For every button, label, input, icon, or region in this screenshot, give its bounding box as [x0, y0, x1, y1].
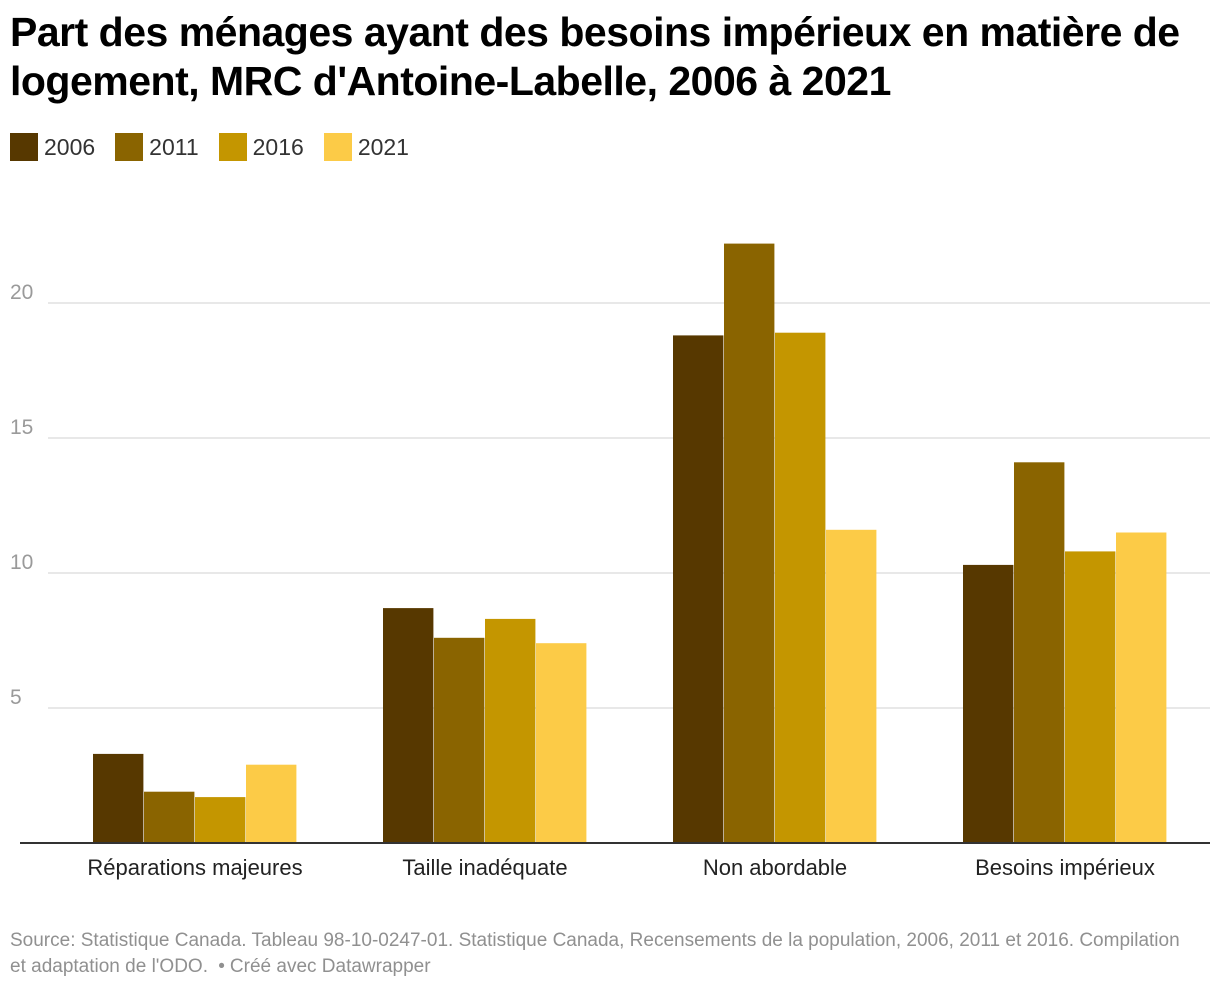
legend-label: 2021 [357, 134, 409, 160]
y-tick-label: 5 [10, 686, 22, 709]
bar [1014, 462, 1065, 843]
legend-label: 2006 [44, 134, 96, 160]
source-note: Source: Statistique Canada. Tableau 98-1… [10, 928, 1190, 980]
legend-label: 2016 [252, 134, 304, 160]
x-tick-label: Réparations majeures [87, 855, 302, 880]
legend-swatch [218, 133, 247, 161]
legend-label: 2011 [149, 134, 199, 160]
legend: 2006 2011 2016 2021 [10, 133, 429, 161]
source-text: Source: Statistique Canada. Tableau 98-1… [10, 930, 1180, 977]
bar [383, 608, 434, 843]
bar [826, 529, 877, 843]
y-tick-label: 15 [10, 416, 33, 439]
bar [724, 243, 775, 844]
chart-title: Part des ménages ayant des besoins impér… [10, 9, 1180, 104]
source-separator: • [218, 956, 225, 977]
legend-item-2006: 2006 [10, 133, 95, 161]
legend-item-2011: 2011 [115, 133, 199, 161]
x-tick-label: Besoins impérieux [975, 855, 1155, 880]
legend-item-2021: 2021 [323, 133, 409, 161]
bar [775, 332, 826, 843]
x-tick-label: Taille inadéquate [402, 855, 567, 880]
bar [144, 791, 195, 843]
legend-swatch [10, 133, 38, 161]
bar [485, 618, 536, 843]
bar [434, 637, 485, 843]
x-tick-label: Non abordable [703, 855, 847, 880]
y-tick-label: 10 [10, 551, 33, 574]
y-tick-label: 20 [10, 281, 33, 304]
legend-swatch [323, 133, 352, 161]
datawrapper-credit[interactable]: Créé avec Datawrapper [229, 956, 431, 977]
bar [195, 797, 246, 843]
bar [673, 335, 724, 843]
legend-item-2016: 2016 [218, 133, 304, 161]
bar [536, 643, 587, 843]
bar [1116, 532, 1167, 843]
legend-swatch [115, 133, 144, 161]
bar [246, 764, 297, 843]
bar [1065, 551, 1116, 843]
bar [963, 564, 1014, 843]
bar [93, 753, 144, 843]
